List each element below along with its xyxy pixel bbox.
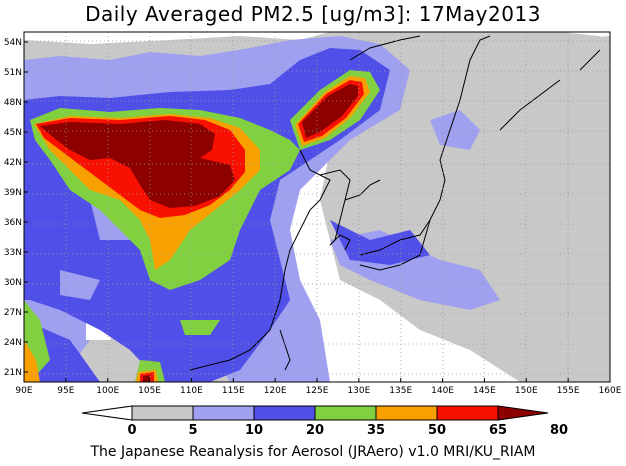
lon-tick-label: 140E	[431, 386, 454, 396]
lat-tick-label: 36N	[4, 218, 22, 228]
colorbar-label: 80	[550, 423, 568, 438]
latitude-axis: 21N 24N 27N 30N 33N 36N 39N 42N 45N 48N 51N 54N	[4, 38, 28, 378]
lon-tick-label: 100E	[96, 386, 119, 396]
colorbar-label: 35	[367, 423, 385, 438]
lat-tick-label: 48N	[4, 98, 22, 108]
lon-tick-label: 95E	[57, 386, 74, 396]
lon-tick-label: 150E	[515, 386, 538, 396]
lat-tick-label: 30N	[4, 278, 22, 288]
colorbar-label: 50	[428, 423, 446, 438]
lon-tick-label: 145E	[473, 386, 496, 396]
lat-tick-label: 42N	[4, 158, 22, 168]
colorbar-segment	[436, 405, 499, 421]
lat-tick-label: 39N	[4, 188, 22, 198]
lon-tick-label: 125E	[306, 386, 329, 396]
lon-tick-label: 90E	[15, 386, 32, 396]
lat-tick-label: 27N	[4, 308, 22, 318]
colorbar-label: 0	[127, 423, 136, 438]
map-plot-area	[24, 32, 610, 382]
colorbar-label: 65	[489, 423, 507, 438]
colorbar-segment	[314, 405, 377, 421]
colorbar-segment	[375, 405, 438, 421]
colorbar-segment	[253, 405, 316, 421]
colorbar: 0 5 10 20 35 50 65 80	[81, 405, 568, 438]
map-title: Daily Averaged PM2.5 [ug/m3]: 17May2013	[85, 2, 541, 26]
colorbar-segment	[497, 405, 549, 421]
contour-above-80	[40, 84, 358, 382]
lat-tick-label: 24N	[4, 338, 22, 348]
colorbar-label: 20	[306, 423, 324, 438]
lat-tick-label: 51N	[4, 68, 22, 78]
lon-tick-label: 110E	[180, 386, 203, 396]
colorbar-segment	[81, 405, 133, 421]
lon-tick-label: 120E	[264, 386, 287, 396]
lat-tick-label: 33N	[4, 248, 22, 258]
lon-tick-label: 160E	[599, 386, 622, 396]
lon-tick-label: 105E	[138, 386, 161, 396]
lat-tick-label: 45N	[4, 128, 22, 138]
colorbar-segment	[192, 405, 255, 421]
lon-tick-label: 135E	[389, 386, 412, 396]
colorbar-label: 10	[245, 423, 263, 438]
longitude-axis: 90E 95E 100E 105E 110E 115E 120E 125E 130E 135E 14…	[15, 378, 622, 396]
lat-tick-label: 21N	[4, 368, 22, 378]
footer-credit: The Japanese Reanalysis for Aerosol (JRA…	[90, 444, 536, 460]
lon-tick-label: 155E	[557, 386, 580, 396]
lon-tick-label: 130E	[347, 386, 370, 396]
gridlines	[24, 32, 610, 382]
lon-tick-label: 115E	[222, 386, 245, 396]
colorbar-segment	[131, 405, 194, 421]
colorbar-label: 5	[188, 423, 197, 438]
coastlines	[189, 35, 601, 371]
lat-tick-label: 54N	[4, 38, 22, 48]
